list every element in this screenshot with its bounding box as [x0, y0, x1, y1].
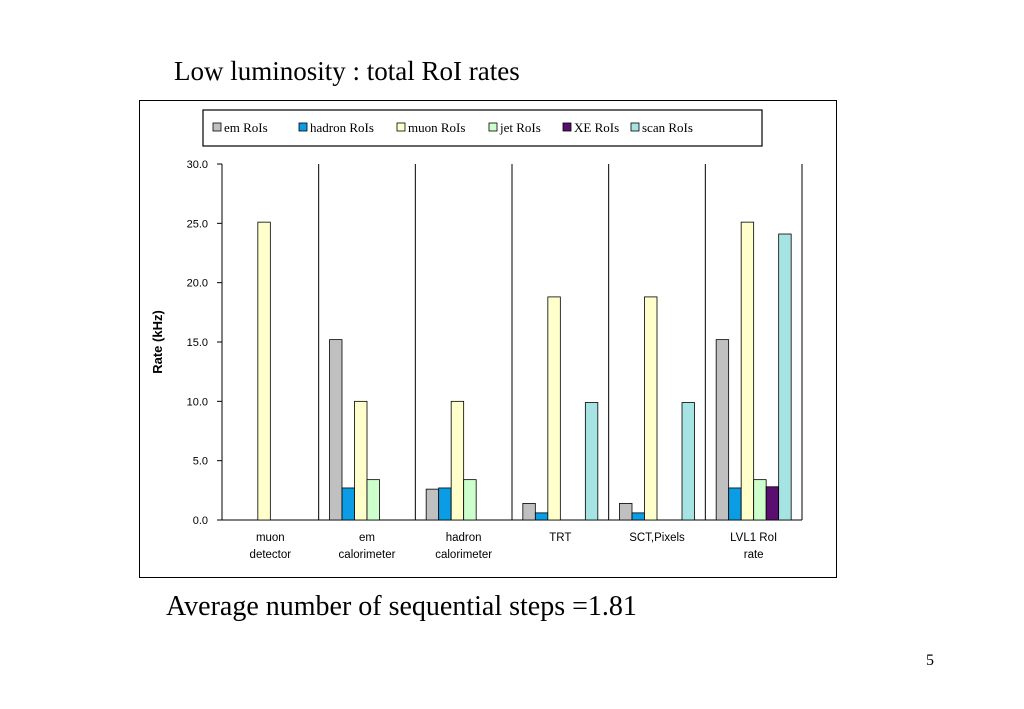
legend-label: XE RoIs [574, 120, 619, 135]
bar [547, 296, 561, 521]
slide-title: Low luminosity : total RoI rates [174, 56, 520, 86]
y-tick-label: 5.0 [193, 456, 208, 468]
legend-swatch [488, 122, 498, 132]
legend-box [202, 109, 763, 147]
bar [584, 402, 599, 521]
bar [765, 486, 780, 521]
bar [778, 233, 792, 521]
legend-label: hadron RoIs [310, 120, 374, 135]
legend-label: em RoIs [224, 120, 268, 135]
bar [463, 479, 477, 521]
bar [740, 221, 755, 521]
bar [715, 339, 730, 521]
legend-label: jet RoIs [499, 120, 541, 135]
legend-label: scan RoIs [642, 120, 693, 135]
bar [438, 487, 452, 521]
legend-swatch [630, 122, 640, 132]
y-tick-label: 30.0 [187, 159, 208, 171]
footer-note: Average number of sequential steps =1.81 [166, 591, 637, 622]
y-tick-label: 25.0 [187, 218, 208, 230]
bar [534, 512, 549, 521]
legend-swatch [212, 122, 222, 132]
page-number: 5 [926, 652, 934, 669]
x-category-label: calorimeter [435, 549, 492, 561]
bar [425, 488, 440, 521]
y-tick-label: 10.0 [187, 396, 208, 408]
legend-swatch [562, 122, 572, 132]
bar [341, 487, 355, 521]
bar-chart: 0.0 5.0 10.0 15.0 20.0 25.0 30.0 Rate (kHz) muon… [150, 109, 803, 561]
x-category-label: SCT,Pixels [629, 532, 685, 544]
x-category-label: rate [744, 549, 764, 561]
bar [631, 512, 645, 521]
bar [257, 221, 271, 521]
y-tick-label: 15.0 [187, 337, 208, 349]
bar [522, 502, 536, 521]
bar [354, 400, 368, 521]
bar [644, 296, 658, 521]
bar [450, 400, 465, 521]
legend-swatch [396, 122, 406, 132]
x-category-label: muon [256, 532, 285, 544]
chart-frame: 0.0 5.0 10.0 15.0 20.0 25.0 30.0 Rate (kHz) muon… [139, 100, 837, 578]
x-category-label: em [359, 532, 375, 544]
bar [619, 502, 633, 521]
y-tick-label: 20.0 [187, 278, 208, 290]
legend-swatch [298, 122, 308, 132]
bar [329, 339, 343, 521]
legend-label: muon RoIs [408, 120, 465, 135]
bar [753, 479, 767, 521]
x-category-label: calorimeter [339, 549, 396, 561]
y-tick-label: 0.0 [193, 515, 208, 527]
bar [681, 402, 695, 521]
bar [366, 479, 380, 521]
x-category-label: TRT [549, 532, 571, 544]
x-category-label: detector [250, 549, 292, 561]
y-axis-title: Rate (kHz) [150, 310, 165, 374]
x-category-label: hadron [446, 532, 482, 544]
x-category-label: LVL1 RoI [730, 532, 777, 544]
bar [728, 487, 742, 521]
